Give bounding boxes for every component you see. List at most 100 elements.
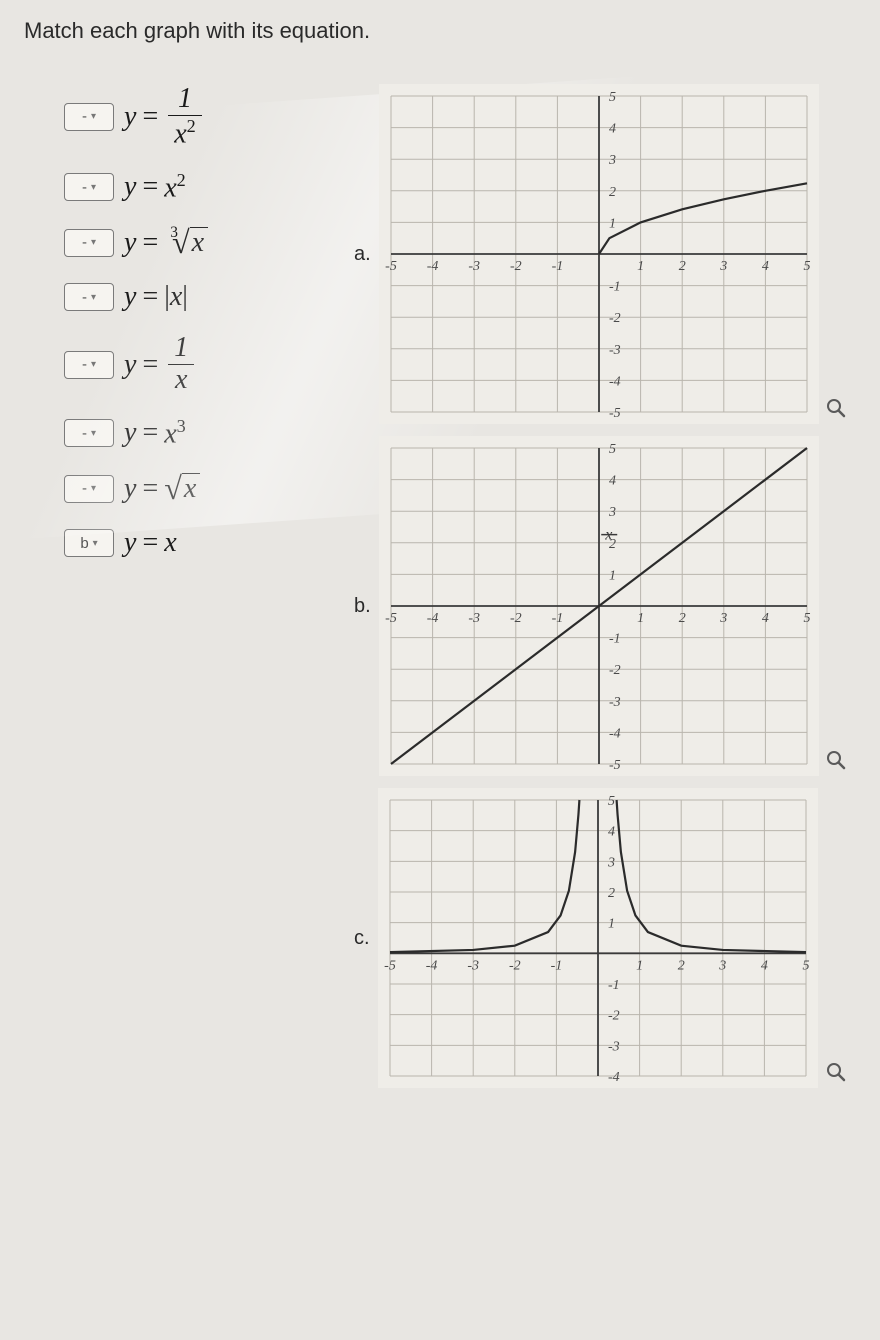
svg-text:5: 5 — [609, 442, 616, 457]
answer-value: - — [82, 289, 87, 306]
equation-row: -▾ y=x2 — [64, 170, 354, 204]
equation-row: -▾ y=1x — [64, 333, 354, 396]
equation-list: -▾y=1x2-▾y=x2-▾y=3√x-▾y=|x|-▾y=1x-▾y=x3-… — [24, 84, 354, 1100]
svg-text:2: 2 — [678, 259, 685, 274]
svg-text:-2: -2 — [509, 958, 521, 973]
chevron-down-icon: ▾ — [91, 359, 96, 370]
svg-text:3: 3 — [608, 505, 616, 520]
magnifier-icon[interactable] — [826, 750, 846, 770]
svg-text:5: 5 — [803, 611, 810, 626]
graph-label: b. — [354, 595, 371, 618]
svg-text:-3: -3 — [608, 1039, 620, 1054]
answer-value: b — [80, 535, 88, 552]
magnifier-icon[interactable] — [826, 398, 846, 418]
svg-text:-4: -4 — [425, 958, 437, 973]
chevron-down-icon: ▾ — [91, 483, 96, 494]
equation-row: -▾ y=1x2 — [64, 84, 354, 150]
question-text: Match each graph with its equation. — [24, 18, 856, 44]
equation-display: y=x2 — [124, 170, 186, 204]
svg-text:5: 5 — [608, 794, 615, 809]
answer-select[interactable]: -▾ — [64, 351, 114, 379]
svg-text:1: 1 — [609, 216, 616, 231]
chevron-down-icon: ▾ — [91, 182, 96, 193]
svg-text:3: 3 — [719, 259, 727, 274]
equation-row: b▾y=x — [64, 527, 354, 559]
svg-text:2: 2 — [609, 185, 616, 200]
svg-text:-3: -3 — [468, 259, 480, 274]
svg-text:-1: -1 — [550, 958, 562, 973]
answer-select[interactable]: -▾ — [64, 419, 114, 447]
chevron-down-icon: ▾ — [93, 538, 98, 549]
svg-text:1: 1 — [637, 259, 644, 274]
svg-text:1: 1 — [608, 917, 615, 932]
svg-text:4: 4 — [608, 825, 615, 840]
graph-plot: -5-4-3-2-112345-5-4-3-2-112345x — [379, 436, 819, 776]
magnifier-icon[interactable] — [826, 1062, 846, 1082]
svg-text:-3: -3 — [609, 343, 621, 358]
svg-text:-3: -3 — [609, 695, 621, 710]
svg-text:-5: -5 — [384, 958, 396, 973]
svg-text:-1: -1 — [551, 611, 563, 626]
svg-text:-2: -2 — [510, 611, 522, 626]
svg-text:1: 1 — [636, 958, 643, 973]
svg-text:5: 5 — [609, 90, 616, 105]
svg-text:4: 4 — [609, 122, 616, 137]
svg-text:-4: -4 — [426, 259, 438, 274]
svg-text:2: 2 — [608, 886, 615, 901]
equation-row: -▾ y=|x| — [64, 281, 354, 313]
svg-text:-4: -4 — [609, 726, 621, 741]
svg-text:-2: -2 — [609, 311, 621, 326]
svg-text:2: 2 — [677, 958, 684, 973]
answer-value: - — [82, 425, 87, 442]
svg-text:-4: -4 — [609, 374, 621, 389]
svg-text:-1: -1 — [551, 259, 563, 274]
svg-text:-5: -5 — [609, 758, 621, 773]
svg-text:1: 1 — [609, 568, 616, 583]
svg-text:-2: -2 — [608, 1009, 620, 1024]
svg-text:4: 4 — [762, 259, 769, 274]
svg-text:3: 3 — [607, 855, 615, 870]
answer-select[interactable]: -▾ — [64, 229, 114, 257]
graph-plot: -5-4-3-2-112345-4-3-2-112345 — [378, 788, 818, 1088]
answer-select[interactable]: -▾ — [64, 283, 114, 311]
svg-text:-4: -4 — [608, 1070, 620, 1085]
answer-select[interactable]: b▾ — [64, 529, 114, 557]
graph-block: c.-5-4-3-2-112345-4-3-2-112345 — [354, 788, 856, 1088]
svg-text:-2: -2 — [609, 663, 621, 678]
svg-text:2: 2 — [678, 611, 685, 626]
graph-plot: -5-4-3-2-112345-5-4-3-2-112345 — [379, 84, 819, 424]
svg-text:1: 1 — [637, 611, 644, 626]
answer-select[interactable]: -▾ — [64, 103, 114, 131]
graph-label: c. — [354, 927, 370, 950]
svg-text:-5: -5 — [385, 611, 397, 626]
svg-text:-1: -1 — [608, 978, 620, 993]
equation-display: y=|x| — [124, 281, 188, 313]
answer-value: - — [82, 480, 87, 497]
answer-value: - — [82, 234, 87, 251]
equation-row: -▾ y=x3 — [64, 416, 354, 450]
svg-text:-3: -3 — [468, 611, 480, 626]
svg-text:4: 4 — [609, 474, 616, 489]
svg-text:-2: -2 — [510, 259, 522, 274]
svg-text:4: 4 — [762, 611, 769, 626]
equation-display: y=1x2 — [124, 84, 206, 150]
chevron-down-icon: ▾ — [91, 292, 96, 303]
graph-label: a. — [354, 243, 371, 266]
answer-select[interactable]: -▾ — [64, 173, 114, 201]
answer-value: - — [82, 179, 87, 196]
svg-text:4: 4 — [760, 958, 767, 973]
svg-text:-4: -4 — [426, 611, 438, 626]
graph-block: a.-5-4-3-2-112345-5-4-3-2-112345 — [354, 84, 856, 424]
svg-text:-5: -5 — [385, 259, 397, 274]
equation-display: y=1x — [124, 333, 198, 396]
svg-text:-3: -3 — [467, 958, 479, 973]
equation-display: y=3√x — [124, 224, 208, 261]
answer-value: - — [82, 356, 87, 373]
equation-display: y=√x — [124, 470, 200, 507]
chevron-down-icon: ▾ — [91, 237, 96, 248]
equation-display: y=x3 — [124, 416, 186, 450]
graph-block: b.-5-4-3-2-112345-5-4-3-2-112345x — [354, 436, 856, 776]
equation-display: y=x — [124, 527, 177, 559]
graphs-column: a. -5 -4 -3 -2 -1 1 2 3 4 5 -5 -4 -3 -2 -1 1 2 3 4 5 b. -5 -4 -3… — [354, 84, 856, 1100]
answer-select[interactable]: -▾ — [64, 475, 114, 503]
